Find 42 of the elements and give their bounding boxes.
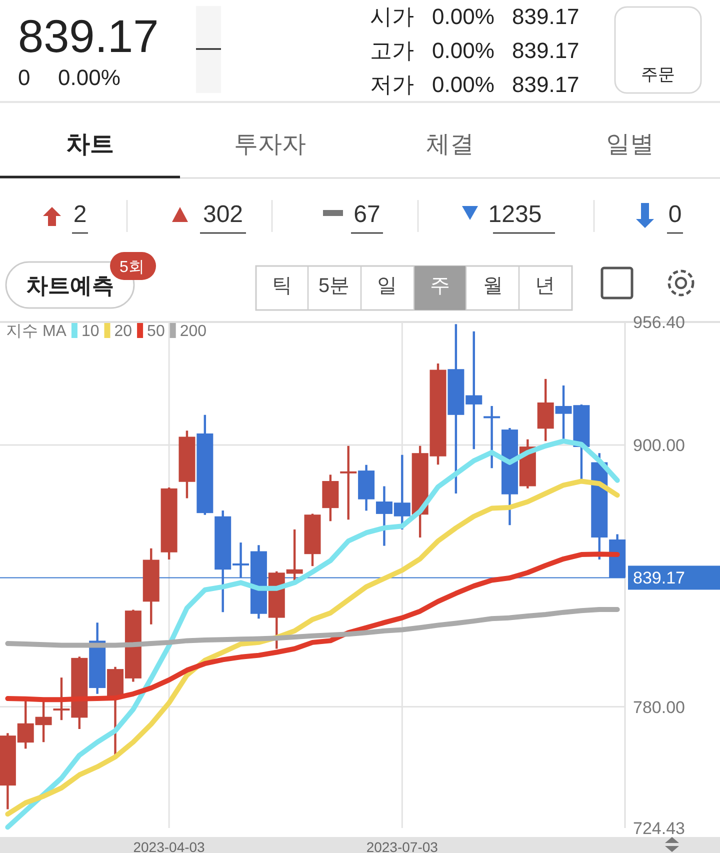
annotation: 5회 [120, 259, 144, 276]
annotation: 주 [430, 275, 450, 297]
legend-label: 10 [81, 323, 100, 340]
annotation: 67 [354, 201, 380, 228]
annotation: 0 [18, 65, 30, 90]
annotation: 월 [483, 275, 503, 297]
annotation: 839.17 [512, 72, 580, 97]
annotation: 839.17 [512, 38, 580, 63]
x-tick-label: 2023-04-03 [133, 839, 206, 853]
annotation: 839.17 [18, 10, 159, 62]
annotation: 0.00% [432, 72, 494, 97]
annotation: 시가 [370, 4, 414, 29]
annotation: 1235 [488, 201, 542, 228]
annotation: 년 [535, 275, 555, 297]
legend-title: 지수 MA [6, 323, 67, 340]
annotation: 0 [668, 201, 682, 228]
annotation: 투자자 [234, 131, 306, 158]
annotation: 체결 [426, 131, 474, 158]
annotation: 차트 [66, 131, 114, 158]
ref-line-label: 839.17 [633, 568, 685, 588]
legend-label: 20 [114, 323, 132, 340]
annotation: 틱 [272, 275, 292, 297]
annotation: 고가 [370, 38, 414, 63]
annotation: 0.00% [432, 4, 494, 29]
x-tick-label: 2023-07-03 [366, 839, 438, 853]
annotation: 일별 [606, 131, 654, 158]
annotation: 주문 [641, 65, 675, 84]
annotation: 0.00% [58, 65, 120, 90]
annotation: 839.17 [512, 4, 580, 29]
y-tick-label: 724.43 [633, 819, 685, 838]
y-tick-label: 956.40 [633, 313, 685, 332]
annotation: 5분 [318, 275, 350, 297]
legend-label: 50 [147, 323, 165, 340]
annotation: 일 [377, 275, 397, 297]
annotation: 차트예측 [26, 273, 114, 298]
y-tick-label: 780.00 [633, 698, 685, 717]
annotation: 2 [73, 201, 87, 228]
annotation: 302 [202, 201, 244, 228]
y-tick-label: 900.00 [633, 436, 685, 456]
annotation: 저가 [370, 72, 414, 97]
legend-label: 200 [180, 323, 207, 340]
annotation: 0.00% [432, 38, 494, 63]
